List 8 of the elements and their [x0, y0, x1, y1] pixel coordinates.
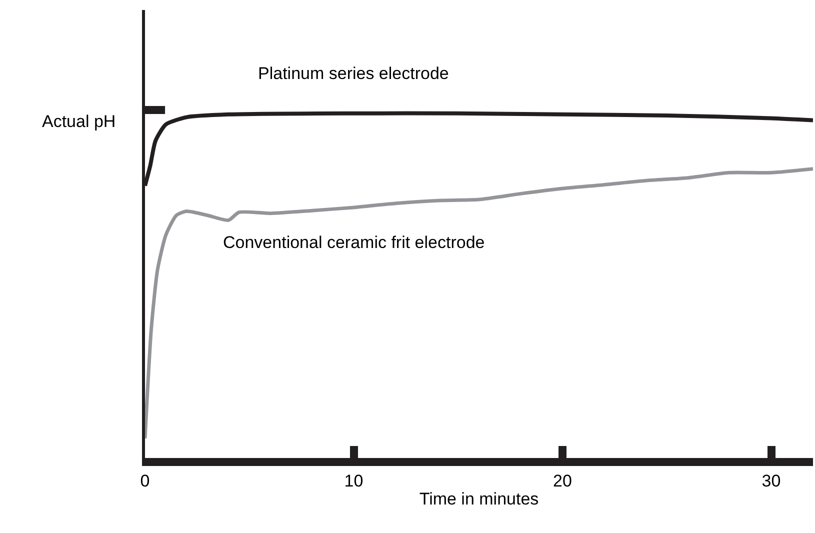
- x-axis-title: Time in minutes: [419, 489, 539, 508]
- text: Actual pH: [42, 112, 116, 131]
- series-label: Platinum series electrode: [258, 64, 449, 83]
- x-tick-label: 20: [553, 471, 572, 490]
- x-tick-label: 30: [762, 471, 781, 490]
- series-label: Conventional ceramic frit electrode: [223, 233, 485, 252]
- x-tick-label: 10: [344, 471, 364, 490]
- x-tick-label: 0: [140, 471, 150, 490]
